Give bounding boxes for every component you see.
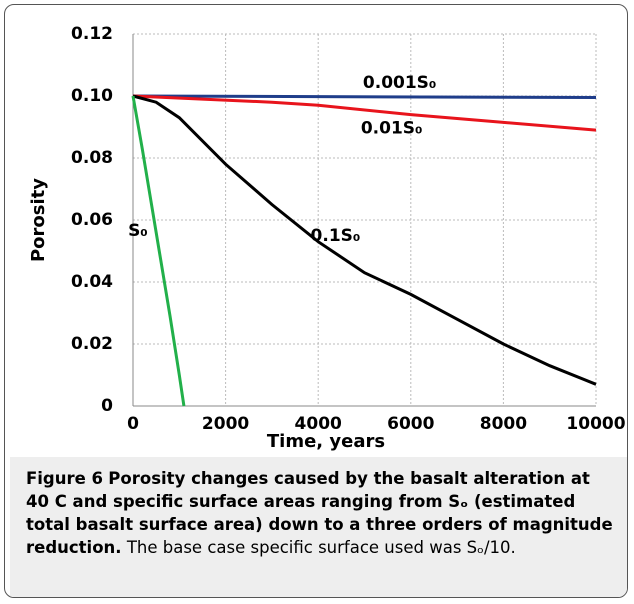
series-line bbox=[132, 94, 597, 386]
caption: Figure 6 Porosity changes caused by the … bbox=[10, 457, 627, 597]
x-axis-label: Time, years bbox=[267, 431, 385, 452]
y-tick-label: 0 bbox=[101, 396, 113, 416]
y-tick-label: 0.06 bbox=[71, 210, 113, 230]
y-tick-label: 0.10 bbox=[71, 86, 113, 106]
caption-title: Porosity changes caused by the basalt al… bbox=[26, 469, 613, 557]
x-tick-label: 8000 bbox=[480, 414, 527, 434]
series-line bbox=[131, 95, 186, 407]
series-label: 0.01S₀ bbox=[361, 118, 423, 138]
x-tick-label: 2000 bbox=[202, 414, 249, 434]
caption-label: Figure 6 bbox=[26, 469, 104, 488]
y-tick-label: 0.08 bbox=[71, 148, 113, 168]
y-tick-label: 0.02 bbox=[71, 334, 113, 354]
x-tick-label: 6000 bbox=[387, 414, 434, 434]
series-label: 0.1S₀ bbox=[311, 226, 361, 246]
x-tick-label: 10000 bbox=[566, 414, 625, 434]
figure: Time, years Porosity 0 0.02 0.04 0.06 0.08 0.… bbox=[4, 4, 628, 598]
x-tick-label: 4000 bbox=[295, 414, 342, 434]
y-tick-label: 0.04 bbox=[71, 272, 113, 292]
series-label: S₀ bbox=[128, 221, 148, 241]
x-tick-label: 0 bbox=[127, 414, 139, 434]
caption-text: The base case specific surface used was … bbox=[126, 538, 516, 557]
series-label: 0.001S₀ bbox=[363, 73, 436, 93]
y-tick-label: 0.12 bbox=[71, 24, 113, 44]
chart: Time, years Porosity 0 0.02 0.04 0.06 0.08 0.… bbox=[28, 24, 626, 452]
series-line bbox=[132, 94, 597, 100]
series-line bbox=[132, 94, 597, 132]
y-axis-label: Porosity bbox=[28, 178, 49, 262]
